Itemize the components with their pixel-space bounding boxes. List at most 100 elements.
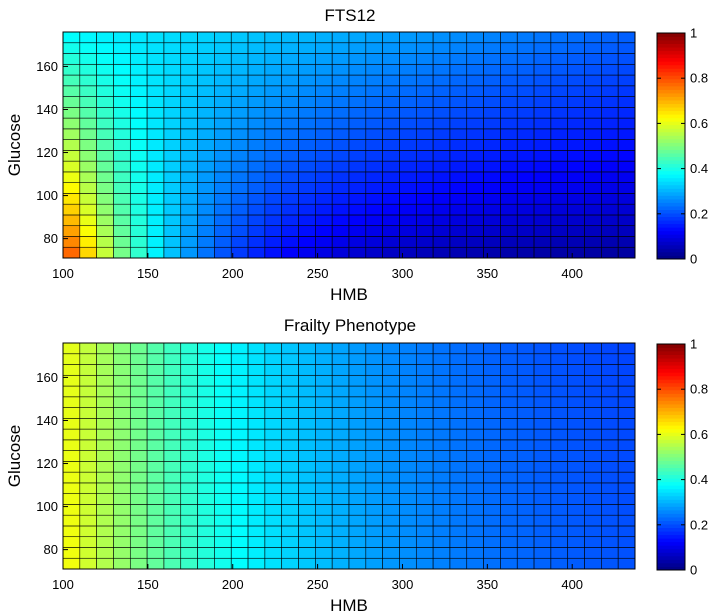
heatmap-cell (214, 396, 232, 408)
heatmap-cell (197, 225, 215, 237)
heatmap-cell (399, 128, 417, 140)
heatmap-cell (466, 160, 484, 173)
heatmap-cell (617, 353, 636, 365)
heatmap-cell (230, 428, 249, 441)
colorbar-swatch (657, 138, 685, 143)
heatmap-cell (230, 353, 249, 365)
heatmap-cell (415, 53, 434, 65)
heatmap-cell (567, 139, 585, 151)
colorbar-swatch (657, 446, 685, 451)
heatmap-cell (79, 439, 97, 451)
heatmap-cell (466, 428, 484, 441)
heatmap-cell (584, 504, 602, 516)
heatmap-cell (129, 353, 148, 365)
heatmap-cell (533, 482, 552, 494)
colorbar-swatch (657, 54, 685, 59)
colorbar-swatch (657, 457, 685, 461)
chart-title: FTS12 (324, 6, 375, 25)
heatmap-cell (584, 547, 602, 559)
colorbar-frame (656, 32, 686, 260)
heatmap-cell (466, 547, 484, 559)
heatmap-cell (550, 536, 569, 548)
heatmap-cell (146, 407, 165, 419)
heatmap-cell (113, 374, 131, 387)
heatmap-cell (163, 504, 182, 516)
heatmap-cell (601, 85, 619, 97)
heatmap-cell (500, 182, 518, 194)
heatmap-cell (584, 557, 602, 570)
heatmap-cell (432, 461, 451, 473)
heatmap-cell (550, 353, 569, 365)
heatmap-cell (62, 342, 81, 355)
heatmap-cell (466, 418, 484, 430)
heatmap-cell (466, 128, 484, 140)
heatmap-cell (146, 214, 165, 227)
y-tick-label: 80 (44, 231, 58, 246)
heatmap-cell (146, 396, 165, 408)
heatmap-cell (365, 471, 383, 484)
heatmap-cell (348, 171, 367, 183)
heatmap-cell (533, 439, 552, 451)
colorbar-swatch (657, 344, 685, 348)
heatmap-cell (382, 139, 400, 151)
heatmap-cell (96, 493, 114, 505)
heatmap-cell (432, 85, 451, 97)
colorbar-swatch (657, 407, 685, 412)
heatmap-cell (365, 557, 383, 570)
heatmap-cell (163, 85, 182, 97)
heatmap-cell (331, 342, 350, 355)
heatmap-cell (298, 514, 316, 527)
colorbar-swatch (657, 559, 685, 564)
heatmap-cell (500, 482, 518, 494)
heatmap-cell (449, 150, 468, 162)
heatmap-cell (214, 557, 232, 570)
heatmap-cell (617, 150, 636, 162)
heatmap-cell (180, 482, 198, 494)
heatmap-cell (567, 85, 585, 97)
heatmap-cell (146, 117, 165, 130)
heatmap-cell (449, 514, 468, 527)
heatmap-cell (180, 53, 198, 65)
heatmap-cell (163, 374, 182, 387)
heatmap-cell (584, 203, 602, 216)
heatmap-cell (197, 236, 215, 248)
x-tick-label: 400 (561, 266, 583, 281)
colorbar-swatch (657, 184, 685, 189)
heatmap-cell (62, 214, 81, 227)
heatmap-cell (567, 428, 585, 441)
heatmap-cell (129, 117, 148, 130)
colorbar-swatch (657, 96, 685, 101)
heatmap-cell (281, 557, 299, 570)
heatmap-cell (79, 171, 97, 183)
heatmap-cell (533, 461, 552, 473)
colorbar-swatch (657, 227, 685, 232)
heatmap-cell (601, 450, 619, 462)
heatmap-cell (500, 493, 518, 505)
heatmap-cell (180, 461, 198, 473)
heatmap-cell (146, 96, 165, 108)
heatmap-cell (466, 182, 484, 194)
heatmap-cell (129, 557, 148, 570)
heatmap-cell (432, 225, 451, 237)
heatmap-cell (180, 193, 198, 205)
heatmap-cell (247, 418, 266, 430)
heatmap-cell (214, 74, 232, 87)
colorbar-swatch (657, 43, 685, 48)
colorbar-swatch (657, 213, 685, 218)
heatmap-cell (516, 471, 535, 484)
heatmap-cell (180, 536, 198, 548)
heatmap-cell (62, 203, 81, 216)
heatmap-cell (466, 236, 484, 248)
colorbar-swatch (657, 255, 685, 260)
heatmap-cell (79, 536, 97, 548)
heatmap-cell (516, 160, 535, 173)
heatmap-cell (449, 31, 468, 44)
heatmap-cell (247, 353, 266, 365)
heatmap-cell (449, 439, 468, 451)
heatmap-cell (365, 536, 383, 548)
heatmap-cell (129, 203, 148, 216)
heatmap-cell (466, 74, 484, 87)
heatmap-cell (247, 374, 266, 387)
heatmap-cell (281, 171, 299, 183)
heatmap-cell (348, 53, 367, 65)
